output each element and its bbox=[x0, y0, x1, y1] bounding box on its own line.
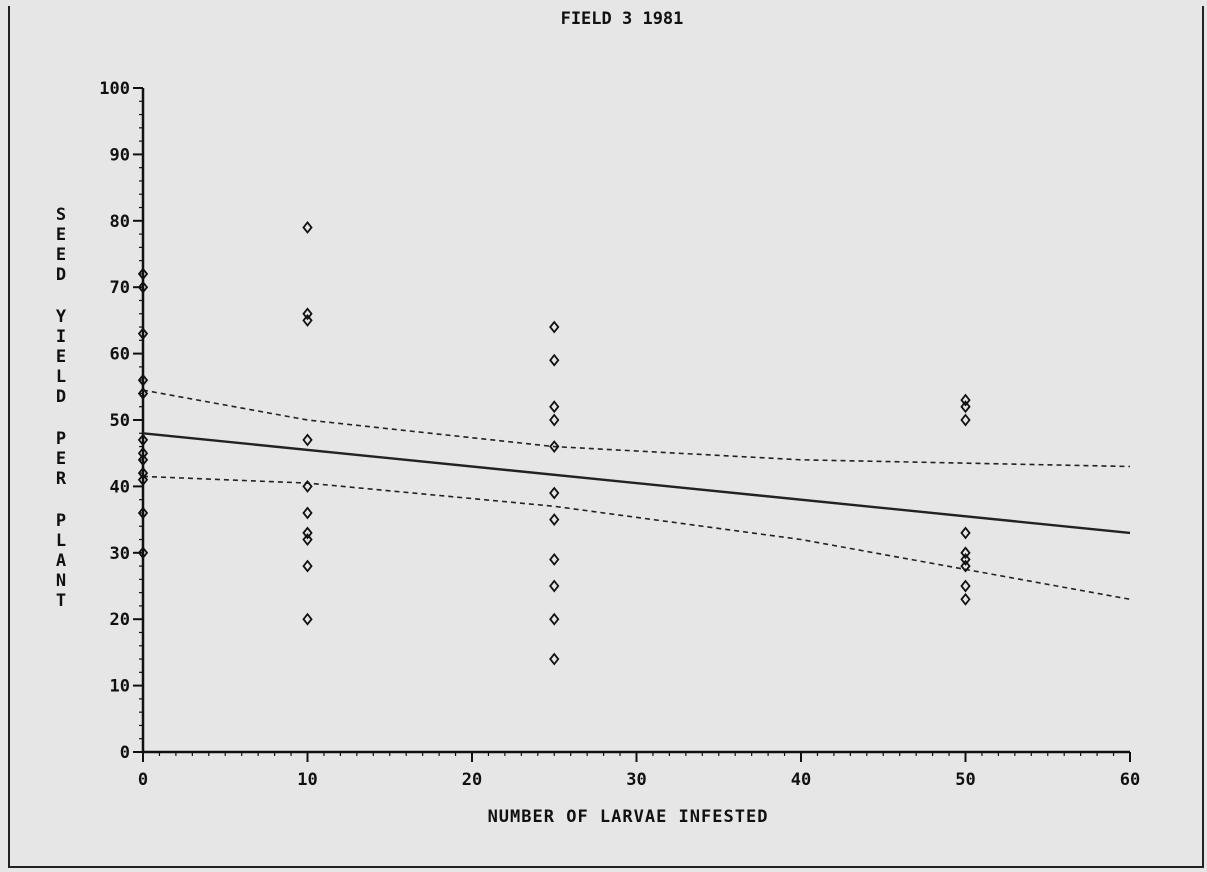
data-point bbox=[549, 652, 560, 666]
y-tick-label: 90 bbox=[110, 145, 130, 165]
y-axis-label-letter: E bbox=[56, 449, 66, 469]
data-point bbox=[960, 546, 971, 560]
data-point bbox=[549, 513, 560, 527]
axes: 0 10 20 30 40 50 60 70 80 90 100 0 10 20 30 40 50 60 bbox=[99, 79, 1140, 790]
y-axis-label-letter: E bbox=[56, 225, 66, 245]
data-point bbox=[549, 579, 560, 593]
x-tick-label: 30 bbox=[626, 770, 646, 790]
data-point bbox=[302, 526, 313, 540]
y-axis-label-letter: S bbox=[56, 205, 66, 225]
y-axis-label-letter: N bbox=[56, 571, 66, 591]
x-tick-label: 0 bbox=[138, 770, 148, 790]
data-point bbox=[549, 440, 560, 454]
data-point bbox=[302, 433, 313, 447]
y-tick-label: 10 bbox=[110, 677, 130, 697]
data-point bbox=[137, 373, 149, 387]
chart-title: FIELD 3 1981 bbox=[561, 9, 684, 29]
data-point bbox=[960, 552, 971, 566]
data-point bbox=[960, 413, 971, 427]
data-point bbox=[960, 400, 971, 414]
y-axis-label-letter: D bbox=[56, 265, 66, 285]
data-point bbox=[137, 546, 149, 560]
y-tick-label: 100 bbox=[99, 79, 130, 99]
y-axis-label-letter: L bbox=[56, 367, 66, 387]
data-points bbox=[137, 220, 971, 666]
y-axis-label-letter: P bbox=[56, 429, 66, 449]
y-tick-label: 70 bbox=[110, 278, 130, 298]
data-point bbox=[549, 612, 560, 626]
data-point bbox=[137, 386, 149, 400]
regression-lines bbox=[142, 389, 1131, 601]
data-point bbox=[302, 479, 313, 493]
data-point bbox=[302, 533, 313, 546]
y-tick-label: 50 bbox=[110, 411, 130, 431]
data-point bbox=[137, 280, 149, 294]
data-point bbox=[137, 453, 149, 467]
regression-line bbox=[142, 432, 1131, 535]
data-point bbox=[302, 612, 313, 626]
y-axis-label-letter: E bbox=[56, 245, 66, 265]
data-point bbox=[549, 320, 560, 334]
x-axis-label: NUMBER OF LARVAE INFESTED bbox=[488, 807, 769, 827]
data-point bbox=[960, 579, 971, 593]
data-point bbox=[137, 433, 149, 447]
data-point bbox=[960, 592, 971, 606]
y-axis-label-letter: L bbox=[56, 531, 66, 551]
data-point bbox=[137, 473, 149, 487]
x-tick-label: 40 bbox=[791, 770, 811, 790]
chart-frame bbox=[8, 6, 1204, 868]
confidence-band-line bbox=[142, 475, 1131, 601]
data-point bbox=[549, 353, 560, 367]
y-axis-label-letter: R bbox=[56, 469, 67, 489]
data-point bbox=[302, 559, 313, 573]
data-point bbox=[960, 526, 971, 540]
data-point bbox=[549, 486, 560, 500]
y-tick-label: 30 bbox=[110, 544, 130, 564]
y-axis-label-letter: Y bbox=[56, 307, 67, 327]
y-tick-label: 60 bbox=[110, 345, 130, 365]
confidence-band-line bbox=[142, 389, 1131, 468]
data-point bbox=[137, 506, 149, 520]
x-tick-label: 10 bbox=[297, 770, 317, 790]
data-point bbox=[549, 400, 560, 414]
y-tick-label: 20 bbox=[110, 610, 130, 630]
data-point bbox=[302, 506, 313, 520]
data-point bbox=[549, 413, 560, 427]
y-axis-label-letter: A bbox=[56, 551, 66, 571]
data-point bbox=[549, 552, 560, 566]
y-axis-label-letter: E bbox=[56, 347, 66, 367]
x-tick-label: 60 bbox=[1120, 770, 1140, 790]
data-point bbox=[137, 267, 149, 281]
y-axis-label-letter: P bbox=[56, 511, 66, 531]
y-tick-label: 0 bbox=[120, 743, 130, 763]
x-tick-label: 50 bbox=[955, 770, 975, 790]
y-axis-label-letter: D bbox=[56, 387, 66, 407]
x-tick-label: 20 bbox=[462, 770, 482, 790]
data-point bbox=[137, 446, 149, 460]
data-point bbox=[960, 393, 971, 407]
data-point bbox=[302, 313, 313, 327]
y-axis-label-letter: T bbox=[56, 591, 66, 611]
y-axis-label-letter: I bbox=[56, 327, 66, 347]
y-tick-label: 40 bbox=[110, 477, 130, 497]
y-tick-label: 80 bbox=[110, 212, 130, 232]
data-point bbox=[137, 466, 149, 480]
data-point bbox=[137, 327, 149, 341]
data-point bbox=[960, 559, 971, 573]
data-point bbox=[302, 307, 313, 321]
data-point bbox=[302, 220, 313, 234]
